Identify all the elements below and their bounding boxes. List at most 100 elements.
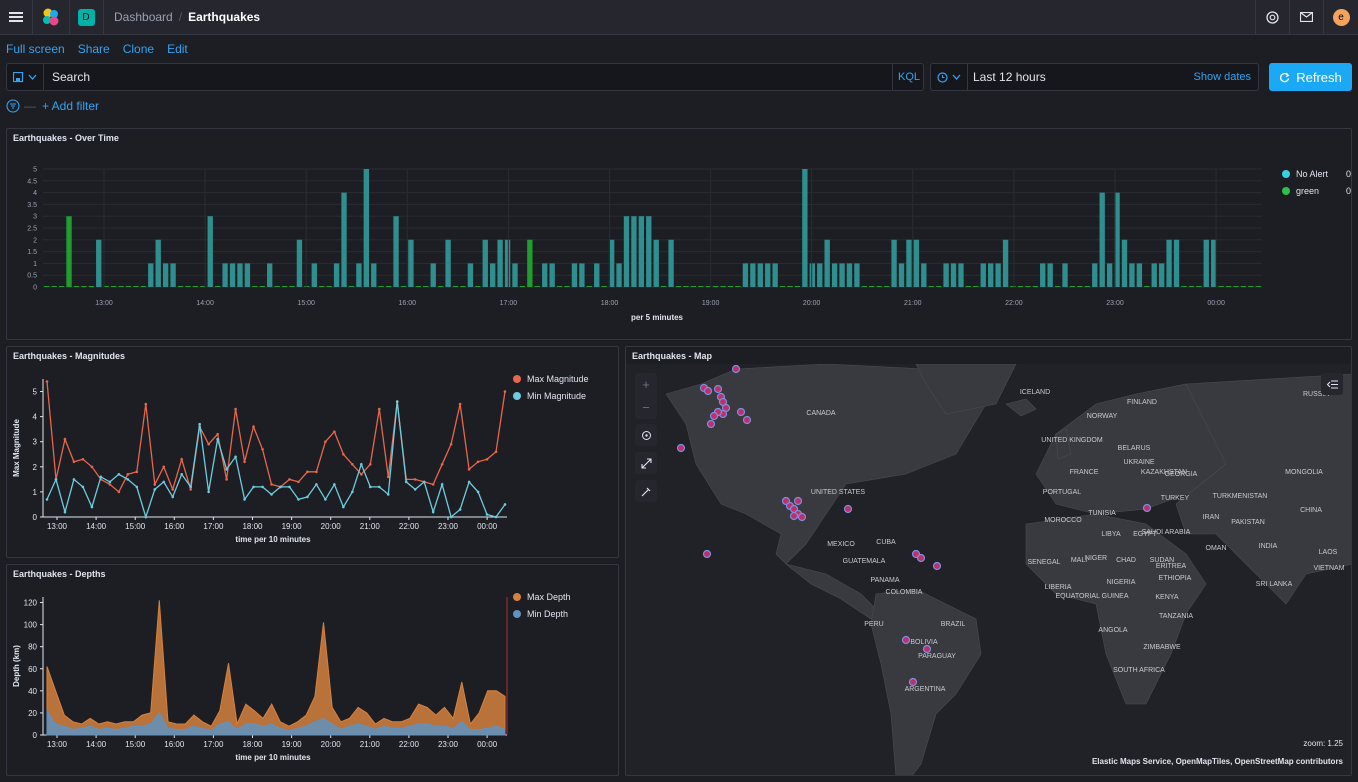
bar (88, 286, 94, 287)
bar (906, 239, 912, 287)
map-label: OMAN (1206, 545, 1227, 552)
bar (423, 286, 429, 287)
mail-icon[interactable] (1290, 0, 1323, 34)
y-tick-label: 1.5 (27, 249, 37, 256)
bar (1084, 286, 1091, 287)
legend-item-min-magnitude[interactable]: Min Magnitude (513, 387, 589, 404)
map-label: NORWAY (1087, 413, 1118, 420)
map-label: MOROCCO (1044, 517, 1082, 524)
breadcrumb-dashboard[interactable]: Dashboard (114, 10, 173, 24)
space-avatar[interactable]: D (70, 0, 102, 34)
x-tick-label: 18:00 (242, 522, 263, 531)
edit-link[interactable]: Edit (167, 42, 188, 56)
fullscreen-icon[interactable] (635, 452, 657, 474)
bar (1047, 263, 1053, 287)
data-point (108, 480, 112, 484)
map-attribution[interactable]: Elastic Maps Service, OpenMapTiles, Open… (1091, 757, 1343, 766)
bar (817, 263, 823, 287)
data-point (297, 498, 300, 501)
user-avatar[interactable]: e (1324, 0, 1358, 34)
bar (274, 286, 280, 287)
data-point (315, 483, 318, 486)
set-view-icon[interactable] (635, 424, 657, 446)
x-tick-label: 15:00 (125, 740, 146, 749)
bar (393, 216, 399, 287)
help-icon[interactable] (1256, 0, 1289, 34)
clone-link[interactable]: Clone (122, 42, 155, 56)
map-label: PANAMA (870, 577, 899, 584)
data-point (386, 475, 390, 479)
data-point (342, 505, 345, 509)
elastic-logo-icon[interactable] (33, 0, 69, 34)
bar (534, 286, 540, 287)
data-point (171, 488, 175, 491)
map-label: TUNISIA (1088, 510, 1116, 517)
add-filter-link[interactable]: + Add filter (42, 99, 100, 113)
x-tick-label: 23:00 (438, 522, 459, 531)
refresh-button[interactable]: Refresh (1269, 63, 1352, 91)
map-label: TURKMENISTAN (1213, 493, 1268, 500)
bar (504, 239, 511, 287)
zoom-out-icon[interactable]: − (642, 400, 650, 415)
time-range-field[interactable]: Last 12 hours Show dates (968, 63, 1259, 91)
world-map[interactable]: ICELAND CANADA FINLAND RUSSIA NORWAY UNITED K… (626, 364, 1352, 776)
bar (1203, 239, 1209, 287)
share-link[interactable]: Share (77, 42, 110, 56)
map-label: CANADA (806, 410, 836, 417)
show-dates-link[interactable]: Show dates (1193, 71, 1251, 83)
map-label: LAOS (1319, 549, 1338, 556)
series-line-max (46, 381, 506, 493)
saved-query-button[interactable] (6, 63, 44, 91)
legend-item-green[interactable]: green 0 (1282, 182, 1351, 199)
zoom-in-icon[interactable]: + (642, 377, 650, 392)
kql-toggle[interactable]: KQL (893, 63, 924, 91)
legend-item-no-alert[interactable]: No Alert 0 (1282, 165, 1351, 182)
bar (1114, 192, 1120, 287)
legend-item-min-depth[interactable]: Min Depth (513, 605, 571, 622)
data-point (476, 460, 480, 464)
bar (1099, 192, 1105, 287)
earthquake-marker (706, 419, 716, 429)
map-label: CHINA (1300, 507, 1322, 514)
search-input[interactable]: Search (44, 63, 893, 91)
data-point (494, 515, 498, 519)
bar (259, 286, 265, 287)
data-point (189, 485, 192, 489)
earthquake-marker (843, 504, 853, 514)
bar (1054, 286, 1061, 287)
map-label: BOLIVIA (910, 639, 938, 646)
bar (883, 286, 890, 287)
bar (408, 239, 414, 287)
map-label: SOUTH AFRICA (1113, 667, 1165, 674)
data-point (261, 485, 264, 489)
magnitudes-panel: Earthquakes - Magnitudes 0 1 2 3 4 5 13:00 14:0… (6, 346, 619, 558)
bar (869, 286, 875, 287)
data-point (153, 483, 157, 486)
data-point (485, 513, 489, 516)
bar (200, 286, 206, 287)
bar (140, 286, 147, 287)
data-point (476, 490, 480, 494)
data-point (216, 432, 219, 436)
y-tick-label: 0 (33, 731, 38, 740)
date-picker-quick-button[interactable] (930, 63, 968, 91)
tools-icon[interactable] (635, 480, 657, 502)
data-point (234, 455, 237, 459)
map-label: UNITED STATES (811, 489, 866, 496)
data-point (225, 478, 228, 481)
bar (348, 286, 355, 287)
bar (950, 263, 957, 287)
series-area-max (46, 600, 506, 736)
legend-item-max-depth[interactable]: Max Depth (513, 588, 571, 605)
menu-icon[interactable] (0, 0, 32, 34)
bar (646, 216, 652, 287)
filter-icon[interactable] (6, 99, 20, 113)
data-point (306, 495, 309, 499)
bar (289, 286, 295, 287)
over-time-panel: Earthquakes - Over Time 0 0.5 1 1.5 2 2.5 3 3.5… (6, 128, 1352, 340)
full-screen-link[interactable]: Full screen (6, 42, 65, 56)
legend-item-max-magnitude[interactable]: Max Magnitude (513, 370, 589, 387)
map-label: TANZANIA (1159, 613, 1193, 620)
earthquake-marker (736, 407, 746, 417)
layer-control-icon[interactable] (1321, 373, 1343, 395)
